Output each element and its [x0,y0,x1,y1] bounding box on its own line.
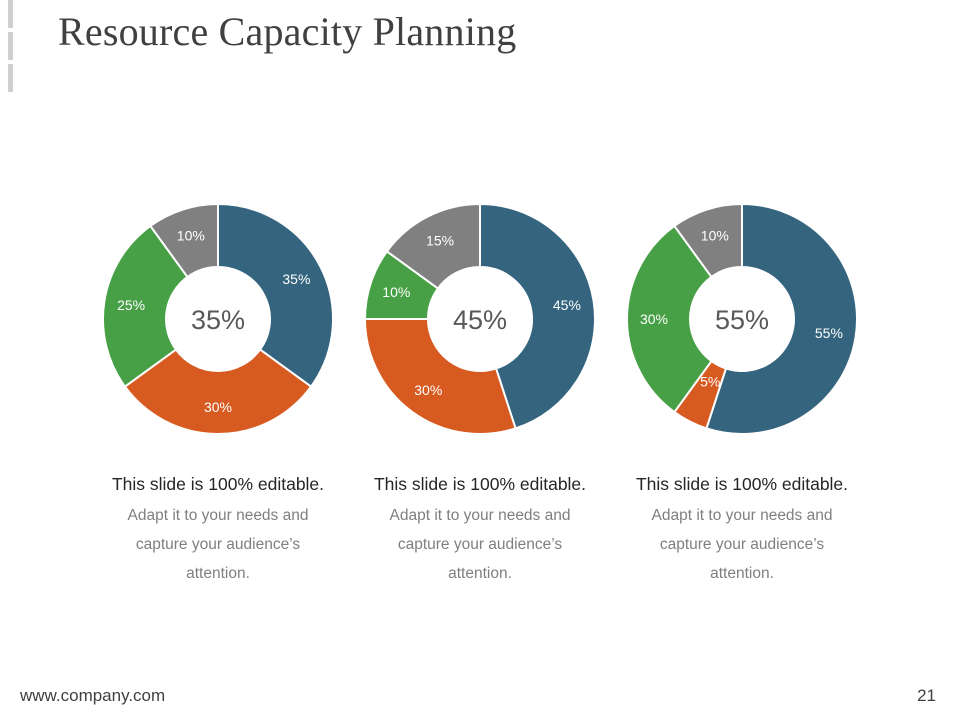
slice-label: 30% [414,382,442,398]
donut-chart-3: 55% 5% 30% 10% 55% [626,202,858,435]
caption-body: Adapt it to your needs and capture your … [118,501,318,588]
donut-slice-blue [217,202,334,388]
caption-line: Adapt it to your needs and [651,507,833,524]
caption-2: This slide is 100% editable. Adapt it to… [349,472,611,588]
donut-slice-gray [149,202,219,279]
caption-title: This slide is 100% editable. [373,474,587,494]
caption-line: attention. [448,565,512,582]
caption-line: attention. [710,565,774,582]
donut-center-label: 35% [191,305,245,335]
slice-label: 15% [426,233,454,249]
slide-title: Resource Capacity Planning [58,9,517,54]
donut-slice-orange [363,318,517,435]
slice-label: 5% [700,373,720,389]
slice-label: 10% [701,227,729,243]
caption-line: attention. [186,565,250,582]
caption-1: This slide is 100% editable. Adapt it to… [87,472,349,588]
donut-slice-blue [705,202,858,435]
footer-url: www.company.com [20,686,166,705]
caption-title: This slide is 100% editable. [111,474,325,494]
decorative-bar [8,32,13,60]
slice-label: 55% [815,325,843,341]
decorative-side-bars [0,0,16,96]
page-number: 21 [917,686,936,705]
caption-line: capture your audience’s [659,536,825,553]
donut-chart-2: 45% 30% 10% 15% 45% [363,202,596,435]
donut-center-label: 45% [453,305,507,335]
donut-slice-green [626,224,713,414]
slice-label: 30% [640,311,668,327]
donut-slice-gray [385,202,481,290]
caption-3: This slide is 100% editable. Adapt it to… [611,472,873,588]
caption-line: capture your audience’s [135,536,301,553]
slice-label: 10% [177,227,205,243]
donut-center-label: 55% [715,305,769,335]
decorative-bar [8,64,13,92]
caption-line: Adapt it to your needs and [127,507,309,524]
donut-slice-gray [673,202,743,279]
slice-label: 45% [553,297,581,313]
donut-charts: 35% 30% 25% 10% 35% 45% 30% 10% 15% 45% 55% 5% 30% 10… [102,202,858,435]
slice-label: 10% [382,284,410,300]
caption-body: Adapt it to your needs and capture your … [380,501,580,588]
caption-line: capture your audience’s [397,536,563,553]
slice-label: 35% [282,271,310,287]
donut-slice-orange [123,348,313,435]
caption-body: Adapt it to your needs and capture your … [642,501,842,588]
slice-label: 25% [117,297,145,313]
slice-label: 30% [204,399,232,415]
decorative-bar [8,0,13,28]
caption-title: This slide is 100% editable. [635,474,849,494]
donut-slice-blue [479,202,596,430]
donut-chart-1: 35% 30% 25% 10% 35% [102,202,334,435]
donut-slice-green [102,224,189,388]
caption-line: Adapt it to your needs and [389,507,571,524]
